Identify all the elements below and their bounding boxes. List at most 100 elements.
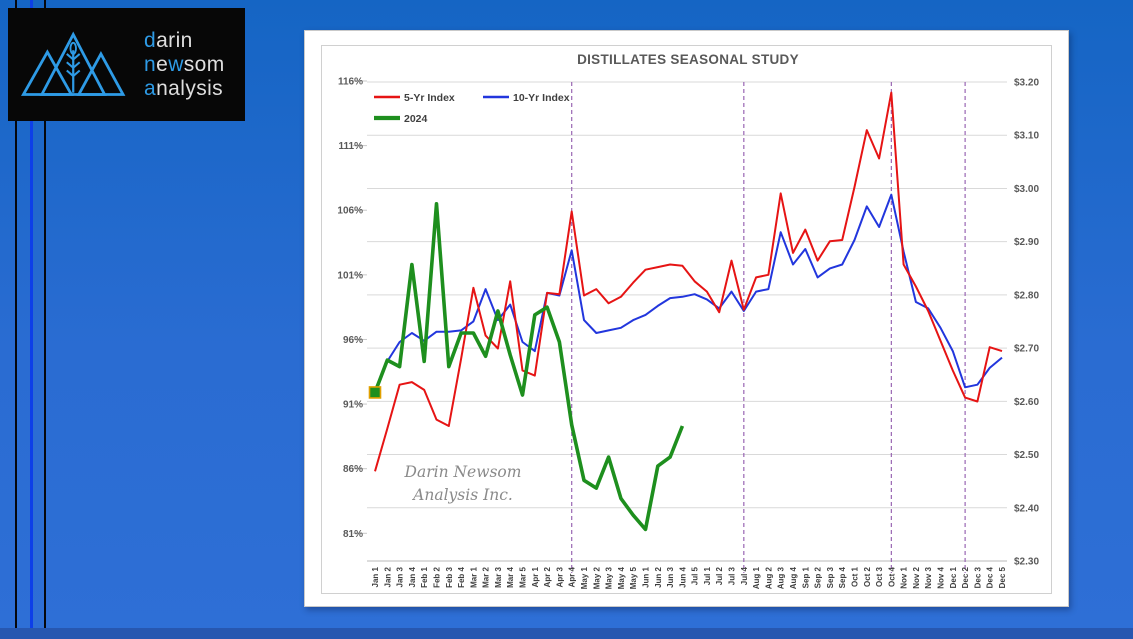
x-axis-week-label: Jan 2: [383, 566, 392, 587]
x-axis-week-label: Oct 2: [863, 566, 872, 587]
x-axis-week-label: Jun 3: [666, 566, 675, 587]
logo-letter: nalysis: [156, 76, 224, 100]
logo-word-newsom: newsom: [144, 53, 225, 77]
logo-wordmark: darin newsom analysis: [144, 29, 225, 101]
right-axis-label: $2.30: [1014, 556, 1039, 567]
x-axis-week-label: Feb 2: [433, 566, 442, 587]
right-axis-label: $2.70: [1014, 344, 1039, 355]
x-axis-week-label: Apr 4: [568, 566, 577, 587]
right-axis-label: $2.90: [1014, 237, 1039, 248]
x-axis-week-label: Dec 4: [986, 566, 995, 588]
logo-letter: som: [183, 52, 225, 76]
x-axis-week-label: May 1: [580, 566, 589, 589]
watermark-line-2: Analysis Inc.: [411, 486, 513, 504]
right-axis-label: $2.80: [1014, 290, 1039, 301]
left-axis-label: 106%: [337, 206, 363, 217]
background-stripe-black-1: [15, 0, 17, 628]
x-axis-week-label: Feb 1: [420, 566, 429, 587]
x-axis-week-label: Dec 1: [949, 566, 958, 588]
x-axis-week-label: Jul 2: [715, 566, 724, 585]
x-axis-week-label: Nov 3: [924, 566, 933, 588]
legend-label-2024: 2024: [404, 113, 428, 125]
logo-accent-letter: w: [168, 52, 184, 76]
x-axis-week-label: Apr 1: [531, 566, 540, 587]
right-axis-label: $3.10: [1014, 131, 1039, 142]
logo-word-darin: darin: [144, 29, 225, 53]
left-axis-label: 86%: [343, 464, 363, 475]
right-axis-label: $3.20: [1014, 78, 1039, 89]
x-axis-week-label: Nov 2: [912, 566, 921, 588]
x-axis-week-label: Dec 3: [973, 566, 982, 588]
series-line-2024: [373, 202, 685, 532]
x-axis-week-label: Aug 1: [752, 566, 761, 589]
bottom-strip: [0, 628, 1133, 639]
x-axis-week-label: Nov 4: [937, 566, 946, 588]
x-axis-week-label: Sep 3: [826, 566, 835, 588]
distillates-seasonal-chart: 116% 111% 106% 101% 96% 91% 86% 81% $3.20 $3.10 $3…: [321, 45, 1052, 594]
x-axis-week-label: Jan 4: [408, 566, 417, 587]
logo-letter: e: [156, 52, 169, 76]
x-axis-week-label: Sep 1: [801, 566, 810, 588]
x-axis-week-label: Jul 3: [728, 566, 737, 585]
x-axis-week-label: Mar 5: [519, 566, 528, 587]
plot-frame: [321, 45, 1052, 594]
x-axis-week-label: Jul 1: [703, 566, 712, 585]
x-axis-week-label: Oct 4: [887, 566, 896, 587]
x-axis-week-label: May 3: [605, 566, 614, 589]
series-line-10-yr-index: [374, 193, 1003, 391]
x-axis-week-label: Aug 3: [777, 566, 786, 589]
chart-legend: 5-Yr Index 10-Yr Index 2024: [374, 92, 570, 125]
x-axis-week-label: Feb 4: [457, 566, 466, 587]
right-axis-label: $3.00: [1014, 184, 1039, 195]
watermark-line-1: Darin Newsom: [404, 463, 522, 481]
x-axis-week-label: Mar 1: [469, 566, 478, 587]
left-axis-label: 101%: [337, 270, 363, 281]
x-axis-week-label: Jun 2: [654, 566, 663, 587]
x-axis-week-label: Aug 4: [789, 566, 798, 589]
x-axis-week-label: Dec 5: [998, 566, 1007, 588]
logo-accent-letter: d: [144, 28, 157, 52]
right-axis-label: $2.40: [1014, 503, 1039, 514]
mountains-wheat-logo-icon: [21, 31, 126, 96]
x-axis-week-label: Jun 1: [642, 566, 651, 587]
left-axis-label: 111%: [339, 141, 364, 152]
right-axis-label: $2.60: [1014, 397, 1039, 408]
x-axis-week-label: Nov 1: [900, 566, 909, 588]
legend-label-5yr: 5-Yr Index: [404, 92, 455, 104]
x-axis-week-label: May 5: [629, 566, 638, 589]
x-axis-week-label: Dec 2: [961, 566, 970, 588]
x-axis-week-label: Jan 1: [371, 566, 380, 587]
x-axis-week-label: Apr 2: [543, 566, 552, 587]
x-axis-week-label: Oct 1: [851, 566, 860, 587]
dna-logo: darin newsom analysis: [8, 8, 245, 121]
logo-letter: arin: [156, 28, 193, 52]
x-axis-week-label: Jul 4: [740, 566, 749, 585]
x-axis-week-label: Mar 3: [494, 566, 503, 587]
chart-panel: 116% 111% 106% 101% 96% 91% 86% 81% $3.20 $3.10 $3…: [304, 30, 1069, 607]
x-axis-week-label: Aug 2: [764, 566, 773, 589]
right-axis-label: $2.50: [1014, 450, 1039, 461]
x-axis-week-label: Apr 3: [555, 566, 564, 587]
left-axis-label: 81%: [343, 529, 363, 540]
x-axis-week-label: Sep 2: [814, 566, 823, 588]
chart-title: DISTILLATES SEASONAL STUDY: [577, 52, 799, 67]
background-stripe-black-2: [44, 0, 46, 628]
background-stripe-blue: [30, 0, 33, 628]
x-axis-week-label: Oct 3: [875, 566, 884, 587]
x-axis-week-label: Jan 3: [396, 566, 405, 587]
left-axis-label: 91%: [343, 400, 363, 411]
x-axis-week-label: Mar 2: [482, 566, 491, 587]
left-axis-label: 116%: [338, 77, 363, 88]
legend-label-10yr: 10-Yr Index: [513, 92, 570, 104]
x-axis-week-label: Sep 4: [838, 566, 847, 588]
series-start-marker: [368, 386, 382, 399]
logo-accent-letter: n: [144, 52, 157, 76]
series-line-5-yr-index: [374, 91, 1003, 472]
x-axis-week-label: Jul 5: [691, 566, 700, 585]
left-axis-label: 96%: [343, 335, 363, 346]
x-axis-week-label: May 2: [592, 566, 601, 589]
x-axis-week-label: May 4: [617, 566, 626, 589]
logo-accent-letter: a: [144, 76, 157, 100]
logo-word-analysis: analysis: [144, 77, 225, 101]
